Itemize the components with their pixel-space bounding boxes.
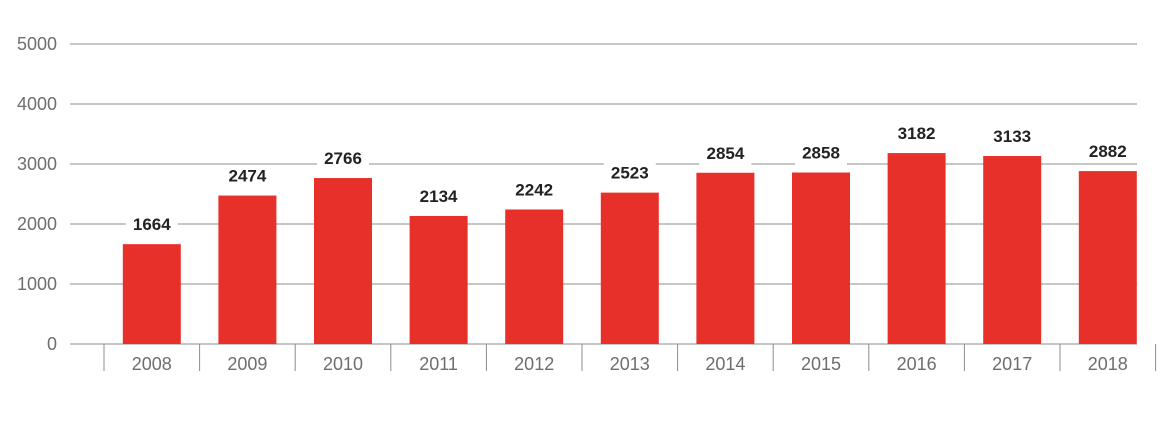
x-tick-label: 2010 [323, 354, 363, 374]
x-tick-label: 2018 [1088, 354, 1128, 374]
data-label-2010: 2766 [324, 149, 362, 168]
data-label-2018: 2882 [1089, 142, 1127, 161]
x-tick-label: 2011 [419, 354, 458, 374]
y-axis: 0 1000 2000 3000 4000 5000 [17, 34, 57, 354]
data-label-background [603, 162, 656, 185]
x-axis: 2008 2009 2010 2011 2012 2013 2014 2015 2016 2017… [103, 344, 1157, 374]
x-tick-label: 2008 [132, 354, 172, 374]
data-label-background [795, 142, 847, 165]
data-label-2011: 2134 [420, 187, 458, 206]
bar-2010 [314, 178, 372, 344]
data-label-2016: 3182 [898, 124, 936, 143]
data-labels: 1664 2474 2766 2134 2242 2523 2854 2858 3182 3133… [125, 123, 1134, 237]
x-tick-label: 2014 [705, 354, 745, 374]
data-label-background [317, 148, 369, 171]
x-tick-label: 2015 [801, 354, 841, 374]
data-label-background [412, 185, 465, 208]
data-label-background [125, 214, 178, 237]
data-label-background [699, 142, 752, 165]
x-tick-label: 2016 [897, 354, 937, 374]
bar-2016 [887, 153, 946, 344]
bar-2012 [505, 209, 564, 344]
data-label-2017: 3133 [993, 127, 1031, 146]
bars [122, 153, 1137, 344]
data-label-2014: 2854 [706, 144, 744, 163]
bar-2015 [792, 172, 850, 344]
data-label-background [508, 179, 561, 202]
data-label-2008: 1664 [133, 215, 171, 234]
data-label-2012: 2242 [515, 180, 553, 199]
y-tick-label: 3000 [17, 154, 57, 174]
y-tick-label: 1000 [17, 274, 57, 294]
x-tick-label: 2017 [992, 354, 1032, 374]
bar-2011 [409, 215, 468, 344]
data-label-background [1081, 141, 1134, 164]
y-tick-label: 5000 [17, 34, 57, 54]
y-tick-label: 0 [47, 334, 57, 354]
data-label-background [890, 123, 943, 146]
bar-2017 [983, 156, 1042, 344]
bar-2018 [1078, 171, 1137, 344]
y-tick-label: 2000 [17, 214, 57, 234]
bar-2014 [696, 172, 755, 344]
data-label-2013: 2523 [611, 164, 649, 183]
data-label-2015: 2858 [802, 144, 840, 163]
x-tick-label: 2009 [227, 354, 267, 374]
data-label-2009: 2474 [228, 167, 266, 186]
y-tick-label: 4000 [17, 94, 57, 114]
x-tick-label: 2012 [514, 354, 554, 374]
bar-2013 [600, 192, 659, 344]
data-label-background [986, 126, 1039, 149]
bar-2009 [218, 195, 277, 344]
bar-2008 [122, 244, 181, 344]
x-tick-label: 2013 [610, 354, 650, 374]
data-label-background [221, 165, 274, 188]
